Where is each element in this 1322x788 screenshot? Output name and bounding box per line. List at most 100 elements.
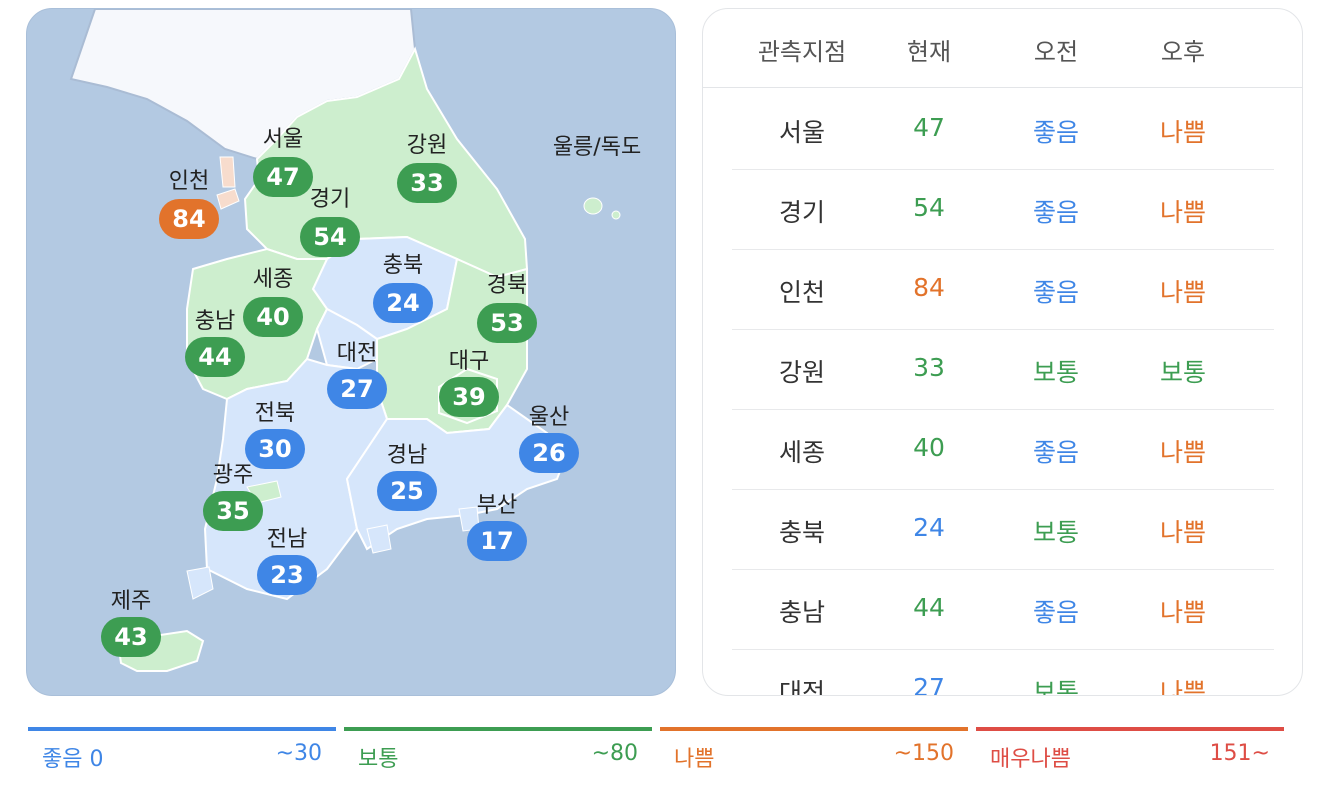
cell-pm: 나쁨 bbox=[1159, 278, 1207, 307]
cell-station: 인천 bbox=[778, 278, 826, 307]
island-shape bbox=[366, 524, 392, 554]
legend-label: 보통 bbox=[358, 747, 399, 772]
region-label-ulleung: 울릉/독도 bbox=[552, 135, 642, 160]
region-badge-daegu[interactable]: 39 bbox=[439, 377, 499, 417]
header-current: 현재 bbox=[906, 38, 952, 66]
region-label-gangwon: 강원 bbox=[406, 133, 448, 158]
table-row[interactable]: 대전 27 보통 나쁨 bbox=[732, 649, 1274, 696]
cell-pm: 나쁨 bbox=[1159, 678, 1207, 696]
region-label-gyeongnam: 경남 bbox=[386, 443, 428, 468]
region-shape-incheon bbox=[219, 156, 236, 188]
cell-current: 44 bbox=[913, 593, 945, 622]
cell-pm: 보통 bbox=[1159, 358, 1207, 387]
cell-am: 보통 bbox=[1032, 678, 1080, 696]
region-label-jeonnam: 전남 bbox=[266, 527, 308, 552]
region-badge-gwangju[interactable]: 35 bbox=[203, 491, 263, 531]
region-badge-gangwon[interactable]: 33 bbox=[397, 163, 457, 203]
region-badge-incheon[interactable]: 84 bbox=[159, 199, 219, 239]
region-label-daegu: 대구 bbox=[448, 349, 490, 374]
region-label-gyeongbuk: 경북 bbox=[486, 273, 528, 298]
region-label-jeju: 제주 bbox=[110, 589, 152, 614]
table-row[interactable]: 충북 24 보통 나쁨 bbox=[732, 489, 1274, 570]
cell-current: 24 bbox=[913, 513, 945, 542]
cell-am: 좋음 bbox=[1032, 198, 1080, 227]
cell-current: 84 bbox=[913, 273, 945, 302]
legend-item-normal: 보통 ~80 bbox=[344, 727, 652, 772]
region-badge-busan[interactable]: 17 bbox=[467, 521, 527, 561]
region-badge-gyeongnam[interactable]: 25 bbox=[377, 471, 437, 511]
region-label-jeonbuk: 전북 bbox=[254, 401, 296, 426]
cell-current: 54 bbox=[913, 193, 945, 222]
legend-item-very_bad: 매우나쁨 151~ bbox=[976, 727, 1284, 772]
region-badge-jeonnam[interactable]: 23 bbox=[257, 555, 317, 595]
region-label-sejong: 세종 bbox=[252, 267, 294, 292]
header-am: 오전 bbox=[1033, 38, 1079, 66]
cell-station: 대전 bbox=[778, 678, 826, 696]
cell-station: 세종 bbox=[778, 438, 826, 467]
cell-pm: 나쁨 bbox=[1159, 118, 1207, 147]
station-table[interactable]: 관측지점 현재 오전 오후 서울 47 좋음 나쁨 경기 54 좋음 나쁨 인천 84 좋음 나쁨 강원… bbox=[702, 8, 1303, 696]
legend-item-good: 좋음 0 ~30 bbox=[28, 727, 336, 772]
cell-current: 33 bbox=[913, 353, 945, 382]
cell-am: 좋음 bbox=[1032, 278, 1080, 307]
cell-pm: 나쁨 bbox=[1159, 518, 1207, 547]
cell-am: 보통 bbox=[1032, 358, 1080, 387]
table-row[interactable]: 경기 54 좋음 나쁨 bbox=[732, 169, 1274, 250]
legend-range: ~150 bbox=[893, 741, 954, 766]
table-header: 관측지점 현재 오전 오후 bbox=[703, 9, 1302, 88]
region-label-gwangju: 광주 bbox=[212, 463, 254, 488]
legend-label: 좋음 0 bbox=[42, 747, 104, 772]
region-label-chungnam: 충남 bbox=[194, 309, 236, 334]
table-row[interactable]: 강원 33 보통 보통 bbox=[732, 329, 1274, 410]
region-badge-sejong[interactable]: 40 bbox=[243, 297, 303, 337]
cell-pm: 나쁨 bbox=[1159, 598, 1207, 627]
cell-pm: 나쁨 bbox=[1159, 438, 1207, 467]
region-label-gyeonggi: 경기 bbox=[309, 187, 351, 212]
region-badge-chungnam[interactable]: 44 bbox=[185, 337, 245, 377]
region-label-busan: 부산 bbox=[476, 493, 518, 518]
legend-range: ~80 bbox=[591, 741, 638, 766]
region-label-incheon: 인천 bbox=[168, 169, 210, 194]
table-row[interactable]: 서울 47 좋음 나쁨 bbox=[732, 89, 1274, 170]
cell-am: 좋음 bbox=[1032, 118, 1080, 147]
region-badge-seoul[interactable]: 47 bbox=[253, 157, 313, 197]
cell-station: 경기 bbox=[778, 198, 826, 227]
region-badge-gyeongbuk[interactable]: 53 bbox=[477, 303, 537, 343]
region-badge-ulsan[interactable]: 26 bbox=[519, 433, 579, 473]
legend-range: ~30 bbox=[275, 741, 322, 766]
cell-pm: 나쁨 bbox=[1159, 198, 1207, 227]
legend-item-bad: 나쁨 ~150 bbox=[660, 727, 968, 772]
region-label-chungbuk: 충북 bbox=[382, 253, 424, 278]
region-badge-jeju[interactable]: 43 bbox=[101, 617, 161, 657]
cell-am: 좋음 bbox=[1032, 438, 1080, 467]
cell-station: 충남 bbox=[778, 598, 826, 627]
header-pm: 오후 bbox=[1160, 38, 1206, 66]
region-label-ulsan: 울산 bbox=[528, 405, 570, 430]
cell-current: 40 bbox=[913, 433, 945, 462]
region-label-daejeon: 대전 bbox=[336, 341, 378, 366]
table-row[interactable]: 세종 40 좋음 나쁨 bbox=[732, 409, 1274, 490]
ulleung-island-shape bbox=[583, 197, 603, 215]
legend-range: 151~ bbox=[1209, 741, 1270, 766]
cell-station: 서울 bbox=[778, 118, 826, 147]
region-badge-jeonbuk[interactable]: 30 bbox=[245, 429, 305, 469]
region-shape-incheon-island bbox=[216, 188, 240, 210]
cell-station: 강원 bbox=[778, 358, 826, 387]
cell-am: 좋음 bbox=[1032, 598, 1080, 627]
dokdo-island-shape bbox=[611, 210, 621, 220]
region-badge-daejeon[interactable]: 27 bbox=[327, 369, 387, 409]
legend-label: 나쁨 bbox=[674, 747, 715, 772]
region-badge-chungbuk[interactable]: 24 bbox=[373, 283, 433, 323]
region-badge-gyeonggi[interactable]: 54 bbox=[300, 217, 360, 257]
region-shape-gyeongnam bbox=[345, 403, 569, 551]
region-label-seoul: 서울 bbox=[262, 127, 304, 152]
island-shape bbox=[186, 566, 214, 600]
cell-current: 27 bbox=[913, 673, 945, 696]
cell-current: 47 bbox=[913, 113, 945, 142]
cell-am: 보통 bbox=[1032, 518, 1080, 547]
cell-station: 충북 bbox=[778, 518, 826, 547]
header-station: 관측지점 bbox=[757, 38, 847, 66]
table-row[interactable]: 인천 84 좋음 나쁨 bbox=[732, 249, 1274, 330]
table-row[interactable]: 충남 44 좋음 나쁨 bbox=[732, 569, 1274, 650]
